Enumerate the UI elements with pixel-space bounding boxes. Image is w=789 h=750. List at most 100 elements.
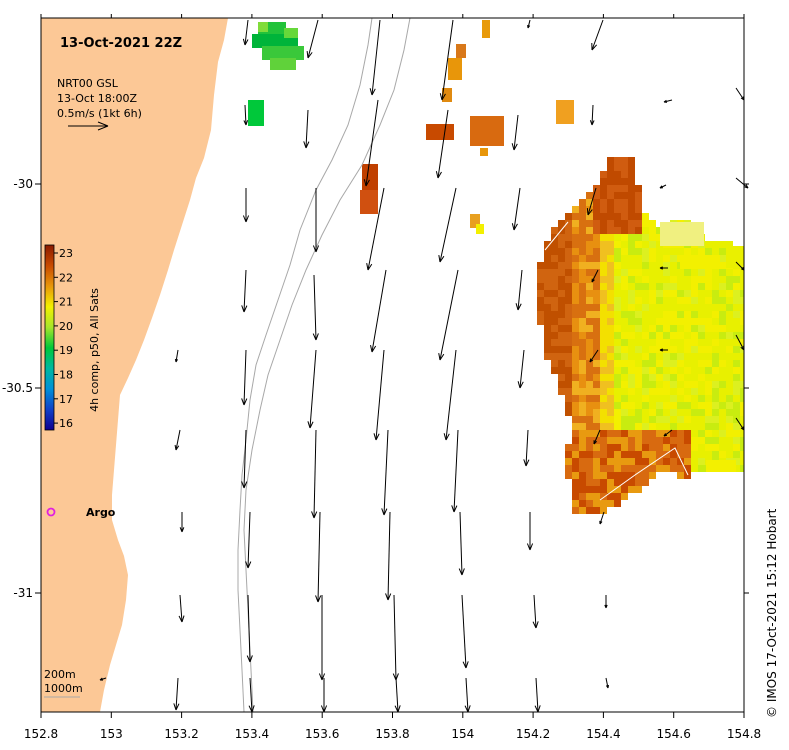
- sst-pixel: [635, 353, 642, 360]
- sst-pixel: [621, 395, 628, 402]
- sst-pixel: [621, 381, 628, 388]
- sst-pixel: [733, 367, 740, 374]
- sst-pixel: [649, 353, 656, 360]
- sst-pixel: [579, 458, 586, 465]
- current-arrow: [586, 187, 597, 216]
- sst-pixel: [551, 297, 558, 304]
- sst-pixel: [579, 339, 586, 346]
- sst-pixel: [586, 276, 593, 283]
- sst-pixel: [544, 255, 551, 262]
- sst-pixel: [719, 381, 726, 388]
- sst-pixel: [600, 430, 607, 437]
- sst-pixel: [712, 311, 719, 318]
- sst-pixel: [740, 451, 744, 458]
- sst-pixel: [719, 262, 726, 269]
- sst-pixel: [572, 325, 579, 332]
- sst-pixel: [740, 416, 744, 423]
- current-arrow: [385, 511, 392, 601]
- sst-pixel: [558, 318, 565, 325]
- sst-pixel: [649, 367, 656, 374]
- sst-pixel: [586, 234, 593, 241]
- sst-pixel: [719, 304, 726, 311]
- sst-pixel: [712, 304, 719, 311]
- sst-pixel: [719, 409, 726, 416]
- sst-pixel: [600, 451, 607, 458]
- sst-pixel: [614, 374, 621, 381]
- sst-pixel: [621, 444, 628, 451]
- current-arrow: [311, 429, 318, 519]
- sst-pixel: [551, 332, 558, 339]
- sst-pixel: [586, 241, 593, 248]
- sst-pixel: [600, 458, 607, 465]
- sst-pixel: [579, 213, 586, 220]
- sst-pixel: [607, 353, 614, 360]
- x-tick-label: 154.6: [657, 727, 691, 741]
- sst-pixel: [670, 248, 677, 255]
- sst-pixel: [579, 367, 586, 374]
- sst-pixel: [740, 458, 744, 465]
- sst-pixel: [572, 367, 579, 374]
- sst-pixel: [593, 318, 600, 325]
- sst-pixel: [600, 353, 607, 360]
- sst-pixel: [740, 304, 744, 311]
- sst-pixel: [642, 416, 649, 423]
- sst-pixel: [600, 269, 607, 276]
- current-arrow: [381, 429, 389, 516]
- sst-pixel: [614, 248, 621, 255]
- sst-pixel: [698, 290, 705, 297]
- sst-pixel: [628, 374, 635, 381]
- current-arrow: [659, 184, 667, 189]
- sst-pixel-block: [680, 255, 720, 269]
- sst-pixel: [677, 290, 684, 297]
- sst-pixel: [628, 262, 635, 269]
- sst-pixel: [635, 451, 642, 458]
- sst-pixel: [670, 311, 677, 318]
- front-line: [599, 447, 689, 501]
- sst-pixel: [614, 171, 621, 178]
- sst-pixel: [642, 423, 649, 430]
- sst-pixel-block: [480, 148, 488, 156]
- sst-pixel-block: [660, 222, 704, 246]
- sst-pixel: [600, 507, 607, 514]
- sst-pixel: [586, 402, 593, 409]
- sst-pixel: [621, 290, 628, 297]
- sst-pixel: [607, 437, 614, 444]
- sst-pixel: [600, 360, 607, 367]
- sst-pixel: [663, 367, 670, 374]
- sst-pixel: [740, 465, 744, 472]
- sst-pixel: [733, 304, 740, 311]
- sst-pixel: [628, 318, 635, 325]
- sst-pixel: [719, 325, 726, 332]
- sst-pixel: [579, 283, 586, 290]
- current-arrow: [461, 594, 469, 669]
- sst-pixel: [649, 234, 656, 241]
- sst-pixel: [719, 346, 726, 353]
- sst-pixel: [537, 311, 544, 318]
- sst-pixel: [733, 339, 740, 346]
- sst-pixel: [593, 241, 600, 248]
- sst-pixel: [649, 388, 656, 395]
- sst-pixel: [705, 353, 712, 360]
- sst-pixel: [565, 234, 572, 241]
- sst-pixel: [691, 353, 698, 360]
- sst-pixel: [558, 353, 565, 360]
- sst-pixel: [593, 192, 600, 199]
- sst-pixel: [698, 304, 705, 311]
- sst-pixel: [733, 423, 740, 430]
- sst-pixel: [635, 192, 642, 199]
- sst-pixel: [649, 297, 656, 304]
- sst-pixel: [614, 297, 621, 304]
- current-arrow: [312, 274, 319, 341]
- sst-pixel: [551, 248, 558, 255]
- sst-pixel: [593, 451, 600, 458]
- sst-pixel: [677, 318, 684, 325]
- sst-pixel: [614, 304, 621, 311]
- sst-pixel: [733, 465, 740, 472]
- sst-pixel: [600, 339, 607, 346]
- sst-pixel: [712, 416, 719, 423]
- sst-pixel: [586, 283, 593, 290]
- sst-pixel: [593, 409, 600, 416]
- sst-pixel: [579, 276, 586, 283]
- sst-pixel: [712, 381, 719, 388]
- sst-pixel: [656, 437, 663, 444]
